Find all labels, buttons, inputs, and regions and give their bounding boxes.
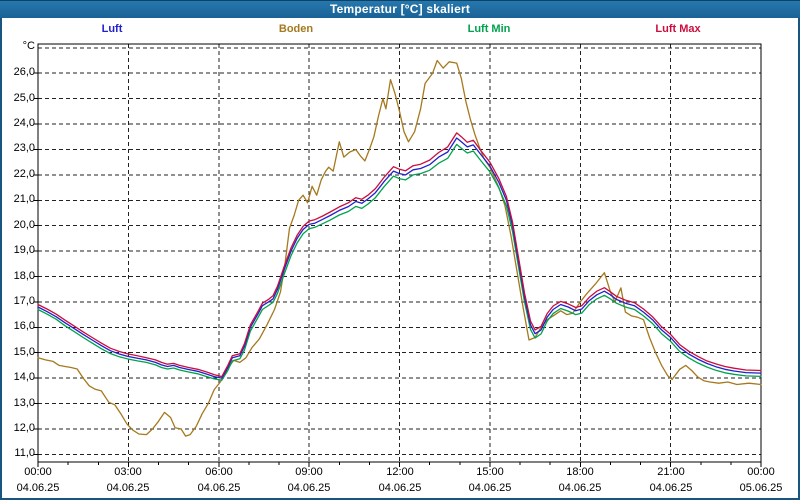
y-axis-tick-label: 21,0 bbox=[13, 193, 35, 205]
series-line-luft bbox=[37, 137, 762, 379]
y-axis-tick-label: 17,0 bbox=[13, 295, 35, 307]
y-axis-tick-label: 20,0 bbox=[13, 219, 35, 231]
window-border-bottom bbox=[0, 498, 800, 500]
title-bar: Temperatur [°C] skaliert bbox=[0, 0, 800, 18]
y-axis-tick-label: 19,0 bbox=[13, 244, 35, 256]
legend-item-luft-max: Luft Max bbox=[655, 23, 701, 35]
plot-frame bbox=[37, 43, 762, 463]
x-axis-time-label: 21:00 bbox=[657, 466, 685, 478]
x-axis-time-label: 09:00 bbox=[295, 466, 323, 478]
x-axis-time-label: 03:00 bbox=[114, 466, 142, 478]
x-axis-date-label: 04.06.25 bbox=[197, 482, 241, 494]
y-axis-tick-label: 24,0 bbox=[13, 117, 35, 129]
x-axis-time-label: 06:00 bbox=[205, 466, 233, 478]
x-axis-date-label: 04.06.25 bbox=[16, 482, 60, 494]
x-axis-date-label: 04.06.25 bbox=[287, 482, 331, 494]
series-line-luft-max bbox=[37, 132, 762, 378]
y-axis-tick-label: 15,0 bbox=[13, 346, 35, 358]
y-axis-tick-label: 26,0 bbox=[13, 66, 35, 78]
window-border-left bbox=[0, 18, 2, 500]
y-axis-unit-label: °C bbox=[22, 40, 35, 52]
window-border-right bbox=[798, 18, 800, 500]
series-line-luft-min bbox=[37, 143, 762, 381]
y-axis-tick-label: 22,0 bbox=[13, 168, 35, 180]
y-axis-tick-label: 11,0 bbox=[14, 447, 35, 459]
x-axis-date-label: 04.06.25 bbox=[378, 482, 422, 494]
x-axis-date-label: 04.06.25 bbox=[649, 482, 693, 494]
legend-item-luft: Luft bbox=[101, 23, 123, 35]
y-axis-tick-label: 13,0 bbox=[13, 397, 35, 409]
legend-item-luft-min: Luft Min bbox=[467, 23, 511, 35]
y-axis-tick-label: 23,0 bbox=[13, 142, 35, 154]
y-axis-tick-label: 25,0 bbox=[13, 92, 35, 104]
x-axis-time-label: 00:00 bbox=[24, 466, 52, 478]
y-axis-tick-label: 12,0 bbox=[13, 422, 35, 434]
series-line-boden bbox=[37, 59, 762, 437]
x-axis-date-label: 04.06.25 bbox=[558, 482, 602, 494]
y-axis-tick-label: 16,0 bbox=[13, 320, 35, 332]
y-axis-tick-label: 18,0 bbox=[13, 270, 35, 282]
x-axis-time-label: 18:00 bbox=[566, 466, 594, 478]
x-axis-time-label: 15:00 bbox=[476, 466, 504, 478]
x-axis-time-label: 00:00 bbox=[747, 466, 775, 478]
x-axis-date-label: 04.06.25 bbox=[468, 482, 512, 494]
x-axis-date-label: 05.06.25 bbox=[739, 482, 783, 494]
x-axis-date-label: 04.06.25 bbox=[106, 482, 150, 494]
x-axis-time-label: 12:00 bbox=[386, 466, 414, 478]
window-title: Temperatur [°C] skaliert bbox=[329, 2, 471, 16]
y-axis-tick-label: 14,0 bbox=[13, 371, 35, 383]
legend-item-boden: Boden bbox=[278, 23, 314, 35]
